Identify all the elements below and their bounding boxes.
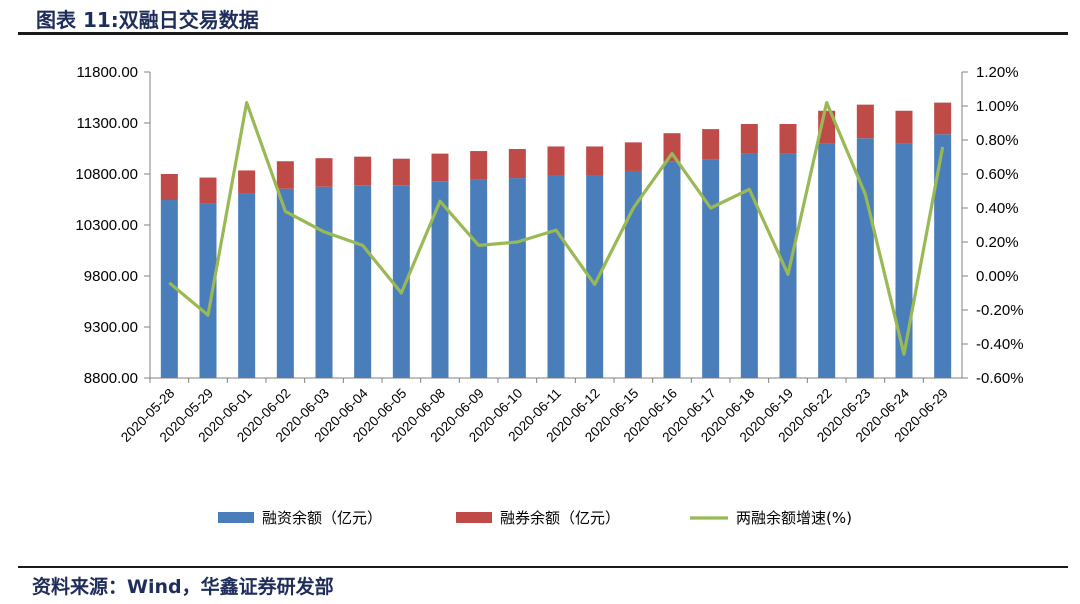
- y-right-tick-label: 1.00%: [976, 98, 1019, 115]
- growth-line-group: [168, 100, 945, 356]
- x-tick-labels: 2020-05-282020-05-292020-06-012020-06-02…: [118, 385, 951, 445]
- bar-financing: [431, 181, 449, 378]
- y-left-tick-label: 9800.00: [84, 268, 138, 285]
- y-right-tick-label: -0.20%: [976, 302, 1024, 319]
- bar-securities-lending: [586, 146, 604, 176]
- bar-financing: [934, 134, 952, 378]
- bar-securities-lending: [547, 146, 565, 176]
- y-left-tick-labels: 8800.00 9300.00 9800.00 10300.00 10800.00 113…: [75, 64, 138, 387]
- bar-securities-lending: [276, 161, 294, 189]
- bar-securities-lending: [238, 170, 256, 194]
- bar-financing: [624, 170, 642, 378]
- bar-securities-lending: [663, 133, 681, 162]
- bar-securities-lending: [431, 153, 449, 182]
- y-right-tick-label: 0.40%: [976, 200, 1019, 217]
- bar-securities-lending: [779, 124, 797, 154]
- y-right-tick-labels: -0.60% -0.40% -0.20% 0.00% 0.20% 0.40% 0.60% 0.…: [976, 64, 1024, 387]
- bars-group: [160, 102, 952, 378]
- bar-financing: [818, 143, 836, 378]
- bar-financing: [586, 175, 604, 378]
- source-note: 资料来源：Wind，华鑫证券研发部: [32, 576, 334, 598]
- legend-label-financing: 融资余额（亿元）: [262, 509, 382, 527]
- bar-financing: [354, 185, 372, 378]
- y-left-tick-label: 10300.00: [75, 217, 138, 234]
- legend-label-securities-lending: 融券余额（亿元）: [500, 509, 620, 527]
- bar-securities-lending: [199, 177, 217, 204]
- bar-financing: [740, 153, 758, 378]
- bar-securities-lending: [315, 158, 333, 187]
- bar-financing: [547, 175, 565, 378]
- bar-securities-lending: [160, 174, 178, 201]
- bar-securities-lending: [624, 142, 642, 171]
- bar-financing: [856, 138, 874, 378]
- legend-label-growth: 两融余额增速(%): [736, 509, 852, 527]
- y-right-tick-label: 0.00%: [976, 268, 1019, 285]
- bar-financing: [895, 143, 913, 378]
- top-rule: [18, 32, 1068, 35]
- bar-financing: [779, 153, 797, 378]
- bar-securities-lending: [392, 158, 410, 186]
- chart-svg: 8800.00 9300.00 9800.00 10300.00 10800.00 113…: [75, 64, 1024, 527]
- y-right-tick-label: -0.60%: [976, 370, 1024, 387]
- legend-swatch-financing: [218, 512, 254, 523]
- bar-financing: [315, 186, 333, 378]
- bottom-rule: [18, 566, 1068, 568]
- bar-financing: [160, 200, 178, 378]
- bar-securities-lending: [702, 129, 720, 160]
- y-left-tick-label: 9300.00: [84, 319, 138, 336]
- bar-securities-lending: [354, 156, 372, 186]
- bar-financing: [663, 161, 681, 378]
- bar-financing: [508, 178, 526, 378]
- chart-title: 图表 11:双融日交易数据: [36, 8, 259, 32]
- bar-financing: [276, 188, 294, 378]
- legend-swatch-securities-lending: [456, 512, 492, 523]
- y-right-tick-label: 0.80%: [976, 132, 1019, 149]
- y-left-tick-label: 8800.00: [84, 370, 138, 387]
- y-right-tick-label: 0.60%: [976, 166, 1019, 183]
- y-right-tick-label: 1.20%: [976, 64, 1019, 81]
- y-left-tick-label: 10800.00: [75, 166, 138, 183]
- bar-securities-lending: [508, 149, 526, 179]
- bar-securities-lending: [740, 124, 758, 154]
- bar-financing: [238, 193, 256, 378]
- y-right-tick-label: 0.20%: [976, 234, 1019, 251]
- bar-financing: [470, 179, 488, 378]
- y-left-tick-label: 11800.00: [77, 64, 138, 81]
- bar-securities-lending: [934, 102, 952, 135]
- y-left-tick-label: 11300.00: [77, 115, 138, 132]
- bar-securities-lending: [470, 151, 488, 180]
- bar-financing: [702, 159, 720, 378]
- bar-financing: [199, 203, 217, 378]
- bar-securities-lending: [895, 110, 913, 144]
- y-right-tick-label: -0.40%: [976, 336, 1024, 353]
- bar-financing: [392, 185, 410, 378]
- legend: 融资余额（亿元） 融券余额（亿元） 两融余额增速(%): [218, 509, 852, 527]
- bar-securities-lending: [856, 104, 874, 139]
